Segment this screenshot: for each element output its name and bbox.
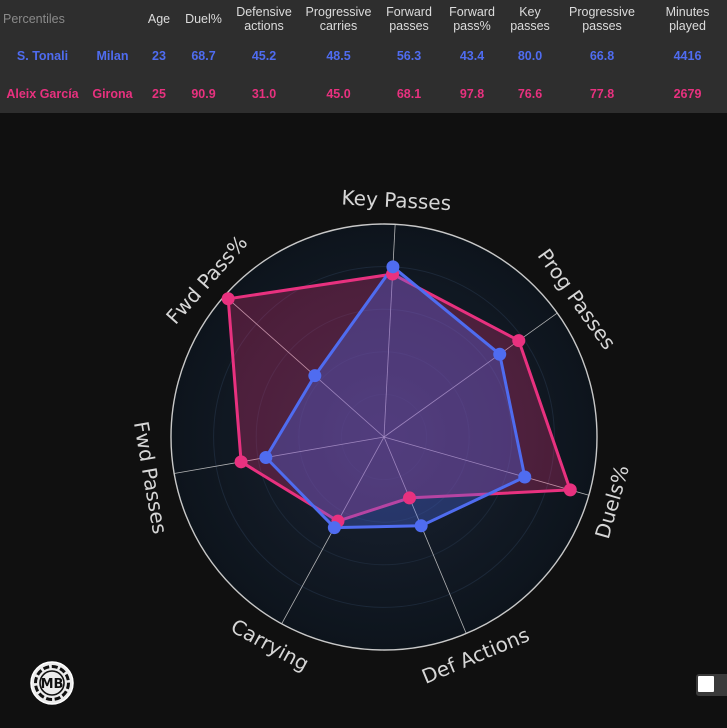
header-age: Age xyxy=(147,12,171,26)
cell-defensive-actions: 45.2 xyxy=(251,49,277,63)
header-forward-pass-pct: Forward pass% xyxy=(449,5,495,33)
radar-data-point xyxy=(512,334,526,348)
team-name: Milan xyxy=(96,49,129,63)
table-corner-label: Percentiles xyxy=(3,12,65,26)
mb-logo: MB xyxy=(29,660,75,706)
cell-forward-pass-pct: 97.8 xyxy=(459,86,485,101)
table-row: Aleix García Girona 25 90.9 31.0 45.0 68… xyxy=(0,74,727,113)
radar-data-point xyxy=(234,455,248,469)
radar-data-point xyxy=(221,292,235,306)
header-progressive-passes: Progressive passes xyxy=(569,5,635,33)
radar-data-point xyxy=(327,521,341,535)
radar-spoke xyxy=(383,436,590,496)
radar-spoke xyxy=(383,312,558,438)
radar-grid-ring xyxy=(255,308,513,566)
table-header-row: Percentiles Age Duel% Defensive actions … xyxy=(0,0,727,38)
cell-progressive-carries: 48.5 xyxy=(326,49,351,63)
header-progressive-carries: Progressive carries xyxy=(305,5,372,33)
cell-key-passes: 80.0 xyxy=(517,49,543,63)
toggle-knob xyxy=(698,676,714,692)
cell-key-passes: 76.6 xyxy=(517,86,543,101)
radar-data-point xyxy=(414,519,428,533)
cell-progressive-carries: 45.0 xyxy=(326,86,351,101)
cell-defensive-actions: 31.0 xyxy=(251,86,277,101)
radar-grid-ring xyxy=(213,266,555,608)
header-key-passes: Key passes xyxy=(510,5,550,33)
cell-progressive-passes: 66.8 xyxy=(589,49,615,63)
radar-axis-label: Duels% xyxy=(590,462,634,541)
player-name: Aleix García xyxy=(6,86,79,101)
cell-minutes-played: 4416 xyxy=(673,49,702,63)
cell-age: 23 xyxy=(152,49,166,63)
cell-duel-pct: 68.7 xyxy=(191,49,216,63)
cell-forward-passes: 56.3 xyxy=(396,49,422,63)
radar-series-polygon xyxy=(226,272,572,523)
header-forward-passes: Forward passes xyxy=(386,5,432,33)
radar-data-point xyxy=(386,260,400,274)
cell-progressive-passes: 77.8 xyxy=(589,86,615,101)
cell-minutes-played: 2679 xyxy=(673,86,702,101)
header-duel-pct: Duel% xyxy=(185,12,222,26)
radar-data-point xyxy=(308,369,322,383)
player-name: S. Tonali xyxy=(16,49,69,63)
radar-data-point xyxy=(563,483,577,497)
theme-toggle[interactable] xyxy=(696,674,727,696)
cell-forward-passes: 68.1 xyxy=(396,86,422,101)
cell-duel-pct: 90.9 xyxy=(191,86,216,101)
radar-spoke xyxy=(383,436,467,634)
radar-data-point xyxy=(493,347,507,361)
radar-axis-label: Fwd Passes xyxy=(129,419,172,535)
header-defensive-actions: Defensive actions xyxy=(236,5,292,33)
radar-data-point xyxy=(518,470,532,484)
header-minutes-played: Minutes played xyxy=(665,5,710,33)
table-row: S. Tonali Milan 23 68.7 45.2 48.5 56.3 4… xyxy=(0,38,727,74)
radar-grid-ring xyxy=(298,351,470,523)
radar-axis-label: Key Passes xyxy=(341,185,452,215)
radar-data-point xyxy=(259,451,273,465)
logo-text: MB xyxy=(41,677,64,692)
radar-spoke xyxy=(383,224,396,438)
cell-forward-pass-pct: 43.4 xyxy=(459,49,485,63)
team-name: Girona xyxy=(92,86,133,101)
radar-grid-ring xyxy=(340,393,428,481)
radar-spoke xyxy=(224,295,385,438)
cell-age: 25 xyxy=(152,86,166,101)
percentiles-table: Percentiles Age Duel% Defensive actions … xyxy=(0,0,727,113)
radar-series-polygon xyxy=(264,265,527,530)
radar-spoke xyxy=(174,436,385,474)
radar-data-point xyxy=(402,491,416,505)
